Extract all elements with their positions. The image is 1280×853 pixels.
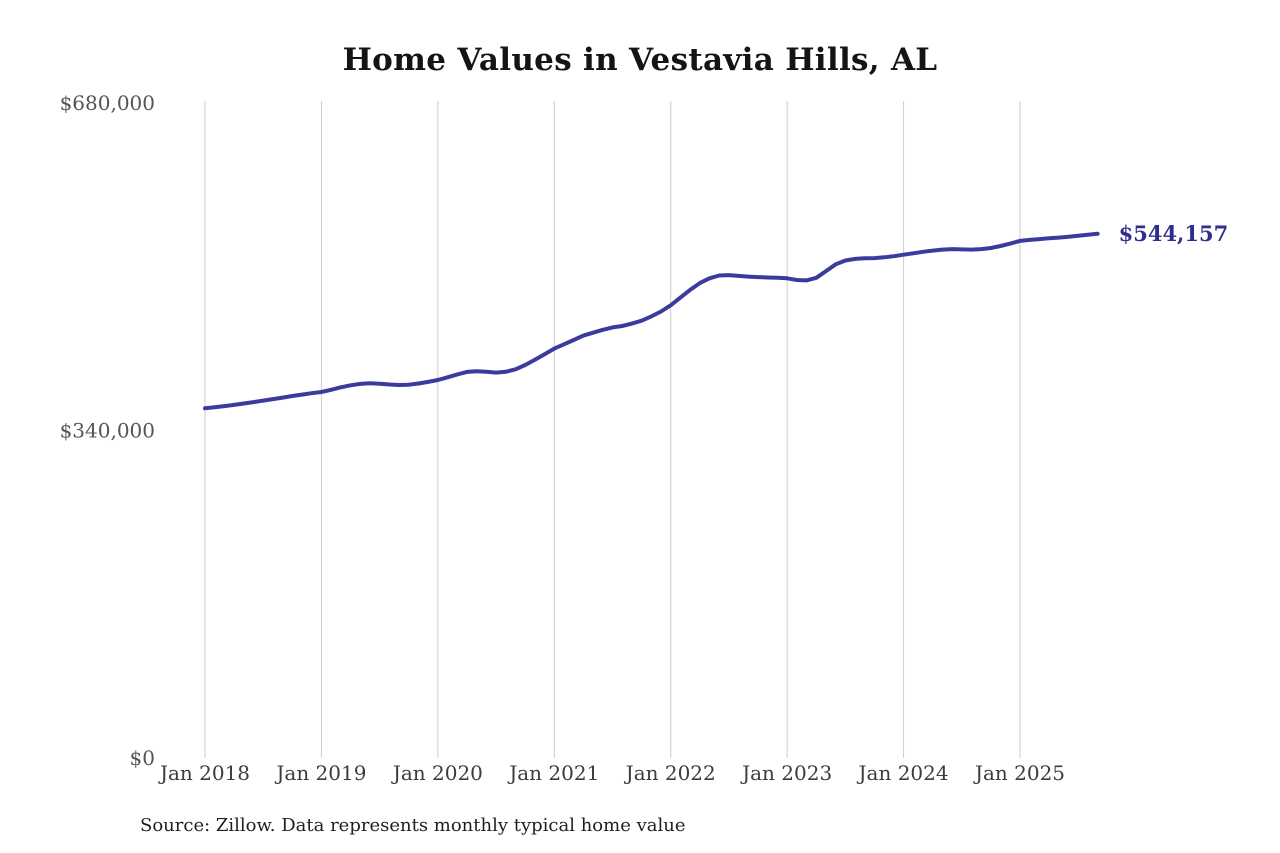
x-tick-label: Jan 2019 <box>274 761 366 785</box>
y-tick-label: $340,000 <box>60 419 155 443</box>
x-tick-label: Jan 2022 <box>624 761 716 785</box>
x-tick-label: Jan 2018 <box>158 761 250 785</box>
x-tick-label: Jan 2020 <box>391 761 483 785</box>
y-tick-label: $680,000 <box>60 91 155 115</box>
source-note: Source: Zillow. Data represents monthly … <box>140 815 686 836</box>
x-tick-label: Jan 2023 <box>740 761 832 785</box>
x-tick-label: Jan 2024 <box>857 761 949 785</box>
home-value-series-line <box>203 231 1100 411</box>
x-tick-label: Jan 2025 <box>973 761 1065 785</box>
y-tick-label: $0 <box>130 746 155 770</box>
x-tick-label: Jan 2021 <box>507 761 599 785</box>
current-value-label: $544,157 <box>1119 221 1229 246</box>
chart-title: Home Values in Vestavia Hills, AL <box>342 42 938 78</box>
